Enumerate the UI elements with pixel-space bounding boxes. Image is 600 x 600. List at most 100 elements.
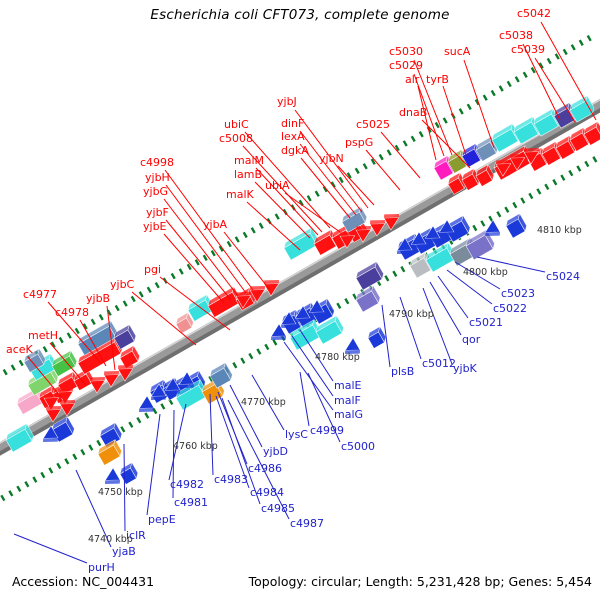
gene-label-dinF[interactable]: dinF	[281, 117, 305, 130]
gene-arrow-icon[interactable]	[523, 142, 544, 165]
gene-glyph[interactable]	[314, 315, 346, 345]
gene-glyph[interactable]	[22, 348, 47, 373]
gene-label-c5042[interactable]: c5042	[517, 7, 552, 20]
gene-glyph[interactable]	[474, 164, 496, 187]
gene-arrow-icon[interactable]	[59, 394, 80, 417]
gene-label-qor[interactable]: qor	[462, 333, 481, 346]
gene-label-yjbE[interactable]: yjbE	[143, 220, 167, 233]
gene-glyph[interactable]	[582, 121, 600, 146]
gene-arrow-icon[interactable]	[434, 219, 455, 242]
gene-label-malE[interactable]: malE	[334, 379, 362, 392]
gene-label-malM[interactable]: malM	[234, 154, 265, 167]
gene-label-yjbH[interactable]: yjbH	[145, 171, 170, 184]
gene-label-c5008[interactable]: c5008	[219, 132, 254, 145]
gene-arrow-icon[interactable]	[495, 154, 516, 177]
gene-label-c4986[interactable]: c4986	[248, 462, 283, 475]
gene-label-yjbJ[interactable]: yjbJ	[277, 95, 297, 108]
gene-label-plsB[interactable]: plsB	[391, 365, 415, 378]
gene-label-c4999[interactable]: c4999	[310, 424, 345, 437]
gene-label-c5024[interactable]: c5024	[546, 270, 581, 283]
gene-arrow-icon[interactable]	[369, 214, 390, 237]
gene-label-c5029[interactable]: c5029	[389, 59, 424, 72]
gene-arrow-icon[interactable]	[103, 365, 124, 388]
gene-glyph[interactable]	[96, 439, 124, 466]
gene-glyph[interactable]	[4, 423, 36, 453]
gene-label-c5000[interactable]: c5000	[341, 440, 376, 453]
gene-label-c5030[interactable]: c5030	[389, 45, 424, 58]
gene-label-c5023[interactable]: c5023	[501, 287, 536, 300]
gene-arrow-icon[interactable]	[235, 286, 256, 309]
gene-label-yjbN[interactable]: yjbN	[319, 152, 344, 165]
gene-label-c4981[interactable]: c4981	[174, 496, 209, 509]
gene-label-yjbA[interactable]: yjbA	[203, 218, 228, 231]
gene-label-c5038[interactable]: c5038	[499, 29, 534, 42]
gene-glyph[interactable]	[354, 261, 386, 291]
gene-glyph[interactable]	[366, 326, 388, 349]
gene-label-iclR[interactable]: iclR	[126, 529, 146, 542]
gene-glyph[interactable]	[118, 462, 140, 485]
gene-label-tyrB[interactable]: tyrB	[426, 73, 449, 86]
gene-label-sucA[interactable]: sucA	[444, 45, 471, 58]
gene-arrow-icon[interactable]	[249, 280, 270, 303]
gene-arrow-icon[interactable]	[290, 305, 311, 328]
gene-arrow-icon[interactable]	[480, 219, 501, 242]
gene-label-malK[interactable]: malK	[226, 188, 254, 201]
gene-label-ubiC[interactable]: ubiC	[224, 118, 249, 131]
gene-arrow-icon[interactable]	[509, 148, 530, 171]
gene-label-alr[interactable]: alr	[405, 73, 420, 86]
gene-arrow-icon[interactable]	[134, 395, 155, 418]
gene-label-c5012[interactable]: c5012	[422, 357, 457, 370]
gene-arrow-icon[interactable]	[340, 337, 361, 360]
gene-label-c5039[interactable]: c5039	[511, 43, 546, 56]
gene-label-yjaB[interactable]: yjaB	[112, 545, 136, 558]
gene-glyph[interactable]	[98, 422, 124, 448]
gene-label-c4998[interactable]: c4998	[140, 156, 175, 169]
gene-glyph[interactable]	[174, 312, 195, 334]
gene-label-pepE[interactable]: pepE	[148, 513, 176, 526]
gene-label-metH[interactable]: metH	[28, 329, 59, 342]
gene-arrow-icon[interactable]	[89, 371, 110, 394]
gene-label-c5025[interactable]: c5025	[356, 118, 391, 131]
gene-arrow-icon[interactable]	[174, 371, 195, 394]
gene-arrow-icon[interactable]	[355, 220, 376, 243]
gene-label-yjbK[interactable]: yjbK	[453, 362, 477, 375]
gene-label-pgi[interactable]: pgi	[144, 263, 162, 276]
gene-label-dgkA[interactable]: dgkA	[281, 144, 309, 157]
gene-glyph[interactable]	[112, 324, 138, 350]
gene-arrow-icon[interactable]	[339, 226, 360, 249]
gene-arrow-icon[interactable]	[420, 225, 441, 248]
gene-label-dnaB[interactable]: dnaB	[399, 106, 428, 119]
gene-glyph[interactable]	[474, 136, 500, 162]
gene-label-yjbF[interactable]: yjbF	[146, 206, 169, 219]
gene-arrow-icon[interactable]	[146, 383, 167, 406]
forward-strand-genes[interactable]	[15, 95, 600, 423]
gene-glyph[interactable]	[118, 345, 142, 369]
gene-glyph[interactable]	[206, 286, 242, 318]
gene-glyph[interactable]	[432, 155, 457, 181]
gene-arrow-icon[interactable]	[38, 425, 59, 448]
gene-arrow-icon[interactable]	[266, 323, 287, 346]
gene-arrow-icon[interactable]	[304, 299, 325, 322]
gene-label-pspG[interactable]: pspG	[345, 136, 374, 149]
gene-arrow-icon[interactable]	[160, 377, 181, 400]
gene-glyph[interactable]	[208, 362, 234, 389]
gene-label-yjbG[interactable]: yjbG	[143, 185, 169, 198]
gene-arrow-icon[interactable]	[100, 467, 121, 490]
gene-label-malG[interactable]: malG	[334, 408, 364, 421]
gene-label-malF[interactable]: malF	[334, 394, 361, 407]
gene-label-lysC[interactable]: lysC	[285, 428, 308, 441]
gene-label-ubiA[interactable]: ubiA	[265, 179, 290, 192]
gene-arrow-icon[interactable]	[117, 359, 138, 382]
gene-label-c4985[interactable]: c4985	[261, 502, 296, 515]
gene-label-c4987[interactable]: c4987	[290, 517, 325, 530]
gene-arrow-icon[interactable]	[406, 231, 427, 254]
gene-label-c5022[interactable]: c5022	[493, 302, 528, 315]
gene-arrow-icon[interactable]	[276, 311, 297, 334]
gene-label-yjbD[interactable]: yjbD	[263, 445, 289, 458]
gene-label-c4982[interactable]: c4982	[170, 478, 205, 491]
gene-arrow-icon[interactable]	[383, 208, 404, 231]
gene-label-c4983[interactable]: c4983	[214, 473, 249, 486]
gene-label-lexA[interactable]: lexA	[281, 130, 305, 143]
gene-arrow-icon[interactable]	[45, 400, 66, 423]
